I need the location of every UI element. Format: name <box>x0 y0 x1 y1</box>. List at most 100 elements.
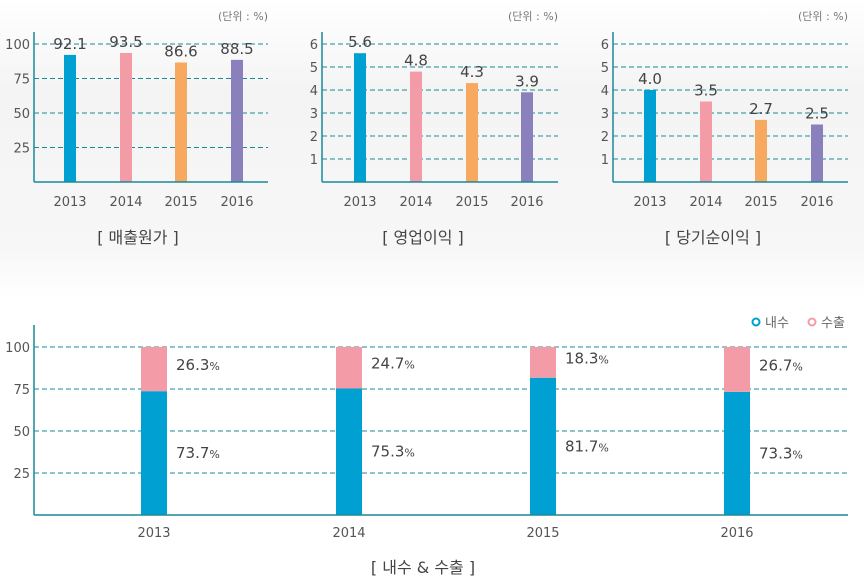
data-label: 4.3 <box>460 63 484 81</box>
bar-2016-export <box>724 347 750 392</box>
x-tick-label: 2013 <box>343 195 376 210</box>
data-label: 73.7% <box>176 444 220 462</box>
data-label-value: 26.7 <box>759 356 792 374</box>
chart-domestic-export: 25507510073.7%26.3%201375.3%24.7%201481.… <box>5 316 848 577</box>
percent-sign: % <box>792 360 802 373</box>
data-label: 2.7 <box>749 100 773 118</box>
y-tick-label: 5 <box>601 61 609 76</box>
percent-sign: % <box>792 448 802 461</box>
percent-sign: % <box>598 353 608 366</box>
data-label: 2.5 <box>805 105 829 123</box>
x-tick-label: 2015 <box>526 526 559 541</box>
chart-2: (단위 : %) 1 2 3 4 5 6 5.6 2013 4.8 2014 4.3 2015 3.9 20… <box>310 10 558 247</box>
y-tick-label: 50 <box>13 425 30 440</box>
legend: 내수 수출 <box>751 316 845 331</box>
unit-label: (단위 : %) <box>508 10 558 23</box>
y-tick-label: 2 <box>310 130 318 145</box>
data-label-value: 18.3 <box>565 349 598 367</box>
bar-2014-export <box>336 347 362 389</box>
x-tick-label: 2016 <box>510 195 543 210</box>
data-label: 5.6 <box>348 33 372 51</box>
x-tick-label: 2013 <box>633 195 666 210</box>
chart-3: (단위 : %) 1 2 3 4 5 6 4.0 2013 3.5 2014 2.7 2015 2.5 20… <box>601 10 848 247</box>
y-tick-label: 5 <box>310 61 318 76</box>
x-tick-label: 2014 <box>689 195 722 210</box>
data-label: 24.7% <box>371 355 415 373</box>
x-tick-label: 2014 <box>399 195 432 210</box>
y-tick-label: 75 <box>13 383 30 398</box>
chart-title: [ 영업이익 ] <box>382 228 464 247</box>
y-tick-label: 100 <box>5 38 30 53</box>
percent-sign: % <box>404 447 414 460</box>
data-label: 75.3% <box>371 443 415 461</box>
y-tick-label: 6 <box>601 38 609 53</box>
x-tick-label: 2015 <box>744 195 777 210</box>
bar-2016-domestic <box>724 391 750 515</box>
bar-2015 <box>466 83 478 182</box>
unit-label: (단위 : %) <box>218 10 268 23</box>
x-tick-label: 2015 <box>164 195 197 210</box>
data-label: 26.7% <box>759 356 803 374</box>
y-tick-label: 25 <box>13 467 30 482</box>
data-label: 93.5 <box>109 33 142 51</box>
x-tick-label: 2016 <box>220 195 253 210</box>
bar-2015 <box>755 119 767 182</box>
data-label: 92.1 <box>53 35 86 53</box>
y-tick-label: 25 <box>13 142 30 157</box>
data-label: 86.6 <box>164 42 197 60</box>
percent-sign: % <box>209 448 219 461</box>
x-tick-label: 2016 <box>720 526 753 541</box>
bar-2013 <box>644 90 656 182</box>
chart-1: (단위 : %) 25 50 75 100 92.1 2013 93.5 2014 86.6 201… <box>5 10 268 247</box>
data-label-value: 24.7 <box>371 355 404 373</box>
data-label-value: 75.3 <box>371 443 404 461</box>
y-tick-label: 4 <box>601 84 609 99</box>
data-label-value: 73.7 <box>176 444 209 462</box>
y-tick-label: 2 <box>601 130 609 145</box>
y-tick-label: 50 <box>13 107 30 122</box>
data-label-value: 26.3 <box>176 356 209 374</box>
x-tick-label: 2016 <box>800 195 833 210</box>
legend-marker <box>751 317 761 327</box>
bar-2016 <box>521 92 533 182</box>
y-tick-label: 1 <box>310 153 318 168</box>
bar-2015-export <box>530 347 556 378</box>
unit-label: (단위 : %) <box>798 10 848 23</box>
x-tick-label: 2014 <box>109 195 142 210</box>
data-label: 26.3% <box>176 356 220 374</box>
x-tick-label: 2015 <box>455 195 488 210</box>
data-label: 81.7% <box>565 437 609 455</box>
bar-2014-domestic <box>336 388 362 515</box>
bar-2014 <box>700 101 712 182</box>
chart-title: [ 매출원가 ] <box>97 228 179 247</box>
bar-2014 <box>120 52 132 182</box>
x-tick-label: 2014 <box>332 526 365 541</box>
bar-2015-domestic <box>530 377 556 515</box>
bar-2016 <box>231 59 243 183</box>
data-label: 4.0 <box>638 70 662 88</box>
percent-sign: % <box>209 360 219 373</box>
data-label: 3.9 <box>515 72 539 90</box>
data-label: 73.3% <box>759 444 803 462</box>
legend-label: 수출 <box>821 316 845 331</box>
data-label: 88.5 <box>220 40 253 58</box>
data-label: 18.3% <box>565 349 609 367</box>
percent-sign: % <box>404 359 414 372</box>
chart-title: [ 당기순이익 ] <box>665 228 761 247</box>
x-tick-label: 2013 <box>137 526 170 541</box>
data-label-value: 73.3 <box>759 444 792 462</box>
bar-2014 <box>410 71 422 182</box>
x-tick-label: 2013 <box>53 195 86 210</box>
y-tick-label: 4 <box>310 84 318 99</box>
y-tick-label: 100 <box>5 341 30 356</box>
bar-2013 <box>64 54 76 182</box>
data-label-value: 81.7 <box>565 437 598 455</box>
chart-title: [ 내수 & 수출 ] <box>371 558 475 577</box>
bar-2013 <box>354 53 366 183</box>
data-label: 4.8 <box>404 52 428 70</box>
y-tick-label: 3 <box>601 107 609 122</box>
y-tick-label: 75 <box>13 73 30 88</box>
data-label: 3.5 <box>694 82 718 100</box>
bar-2013-export <box>141 347 167 392</box>
